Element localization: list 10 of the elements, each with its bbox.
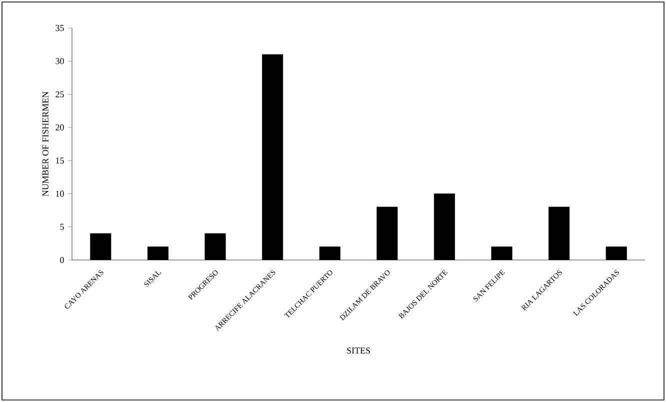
y-tick-label: 15: [56, 158, 64, 164]
y-tick-label: 25: [56, 91, 64, 98]
y-axis-title: NUMBER OF FISHERMEN: [42, 92, 48, 196]
y-tick-label: 20: [56, 124, 64, 130]
y-tick-label: 0: [60, 256, 64, 264]
y-tick-label: 5: [60, 224, 64, 230]
x-axis-title: SITES: [347, 348, 370, 354]
y-tick-label: 30: [56, 58, 64, 64]
y-tick-label: 10: [56, 190, 64, 197]
y-tick-label: 35: [56, 24, 64, 32]
